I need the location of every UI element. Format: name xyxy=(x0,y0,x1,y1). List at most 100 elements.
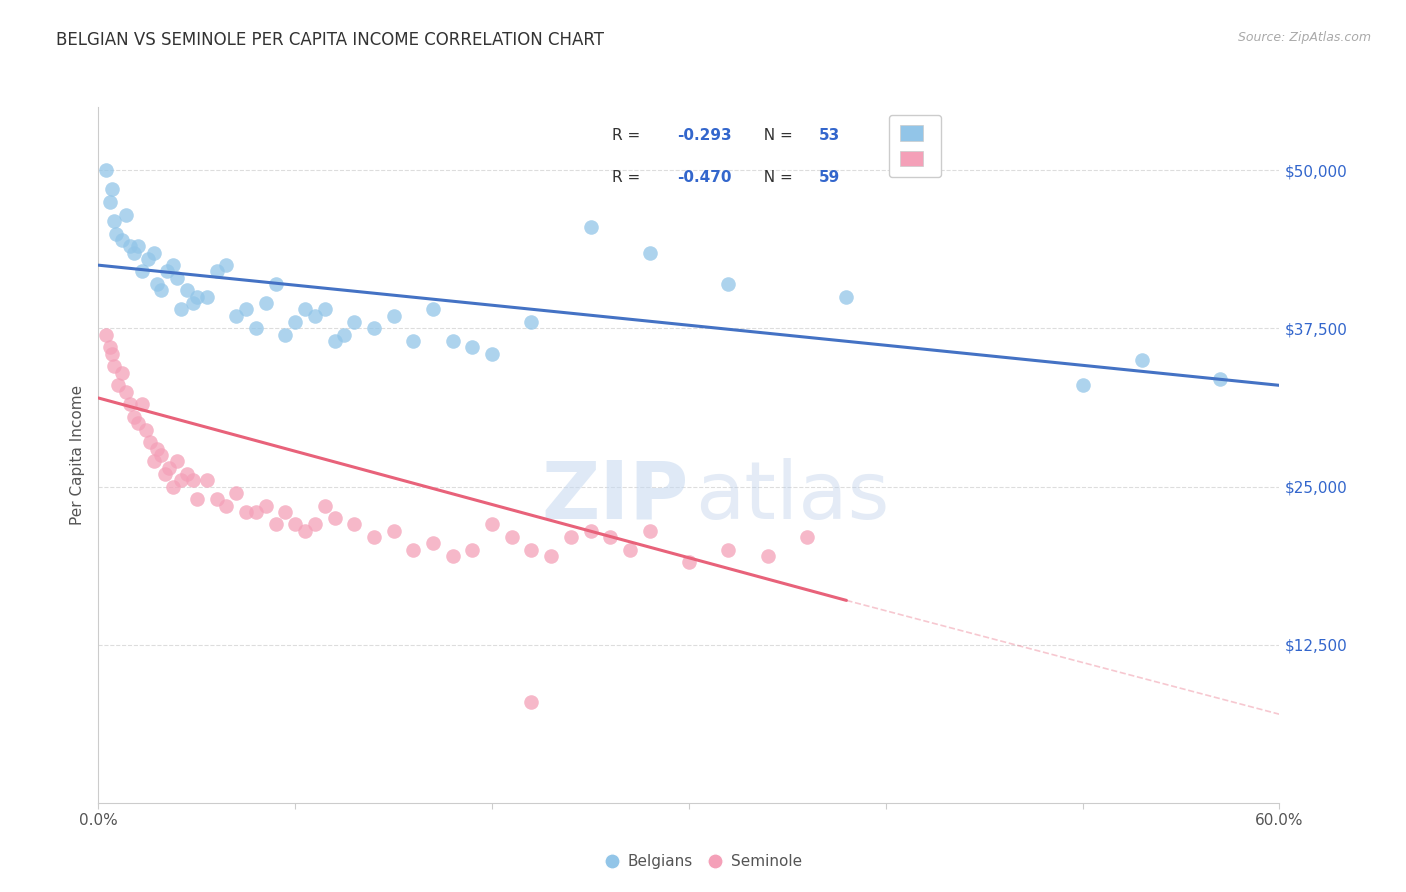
Point xyxy=(599,530,621,544)
Point xyxy=(118,397,141,411)
Point xyxy=(363,321,385,335)
Point xyxy=(115,384,138,399)
Point xyxy=(162,258,184,272)
Text: R =: R = xyxy=(612,128,645,143)
Point xyxy=(103,359,125,374)
Point xyxy=(186,290,208,304)
Point xyxy=(520,695,543,709)
Point xyxy=(441,549,464,563)
Point xyxy=(323,511,346,525)
Point xyxy=(579,220,602,235)
Point xyxy=(170,473,193,487)
Point xyxy=(186,492,208,507)
Point xyxy=(560,530,582,544)
Point xyxy=(127,239,149,253)
Point xyxy=(181,296,204,310)
Point xyxy=(245,505,267,519)
Point xyxy=(1209,372,1232,386)
Text: R =: R = xyxy=(612,169,645,185)
Point xyxy=(142,245,165,260)
Point xyxy=(155,467,177,481)
Point xyxy=(638,524,661,538)
Point xyxy=(835,290,858,304)
Point xyxy=(501,530,523,544)
Point xyxy=(314,499,336,513)
Point xyxy=(156,264,179,278)
Y-axis label: Per Capita Income: Per Capita Income xyxy=(70,384,86,525)
Point xyxy=(422,302,444,317)
Point xyxy=(131,397,153,411)
Point xyxy=(264,277,287,292)
Point xyxy=(150,284,173,298)
Point xyxy=(135,423,157,437)
Point xyxy=(101,347,124,361)
Point xyxy=(146,442,169,456)
Point xyxy=(166,454,188,468)
Point xyxy=(264,517,287,532)
Point xyxy=(111,233,134,247)
Point xyxy=(127,417,149,431)
Point xyxy=(245,321,267,335)
Point xyxy=(122,409,145,424)
Text: -0.293: -0.293 xyxy=(678,128,731,143)
Point xyxy=(122,245,145,260)
Point xyxy=(274,505,297,519)
Point xyxy=(520,542,543,557)
Point xyxy=(115,208,138,222)
Point xyxy=(215,258,238,272)
Point xyxy=(205,492,228,507)
Point xyxy=(96,163,118,178)
Point xyxy=(461,340,484,354)
Point xyxy=(678,556,700,570)
Point xyxy=(136,252,159,266)
Point xyxy=(181,473,204,487)
Point xyxy=(235,505,257,519)
Text: atlas: atlas xyxy=(695,458,889,536)
Point xyxy=(254,296,277,310)
Point xyxy=(107,378,129,392)
Text: 59: 59 xyxy=(818,169,841,185)
Point xyxy=(1071,378,1094,392)
Point xyxy=(402,542,425,557)
Point xyxy=(98,340,121,354)
Point xyxy=(284,315,307,329)
Point xyxy=(717,277,740,292)
Text: 53: 53 xyxy=(818,128,841,143)
Point xyxy=(274,327,297,342)
Legend: Belgians, Seminole: Belgians, Seminole xyxy=(598,848,808,875)
Point xyxy=(1130,353,1153,368)
Point xyxy=(254,499,277,513)
Point xyxy=(304,309,326,323)
Point xyxy=(461,542,484,557)
Point xyxy=(176,284,198,298)
Point xyxy=(314,302,336,317)
Point xyxy=(170,302,193,317)
Point xyxy=(96,327,118,342)
Point xyxy=(520,315,543,329)
Point xyxy=(98,194,121,209)
Point xyxy=(343,315,366,329)
Point xyxy=(118,239,141,253)
Text: N =: N = xyxy=(754,169,797,185)
Point xyxy=(323,334,346,348)
Point xyxy=(166,270,188,285)
Point xyxy=(619,542,641,557)
Point xyxy=(146,277,169,292)
Point xyxy=(138,435,160,450)
Point xyxy=(176,467,198,481)
Point xyxy=(235,302,257,317)
Point xyxy=(422,536,444,550)
Point xyxy=(294,524,316,538)
Point xyxy=(796,530,818,544)
Point xyxy=(101,182,124,196)
Point xyxy=(225,486,247,500)
Point xyxy=(195,290,218,304)
Point xyxy=(142,454,165,468)
Point xyxy=(162,479,184,493)
Point xyxy=(481,517,503,532)
Text: ZIP: ZIP xyxy=(541,458,689,536)
Point xyxy=(111,366,134,380)
Point xyxy=(382,524,405,538)
Point xyxy=(579,524,602,538)
Point xyxy=(105,227,128,241)
